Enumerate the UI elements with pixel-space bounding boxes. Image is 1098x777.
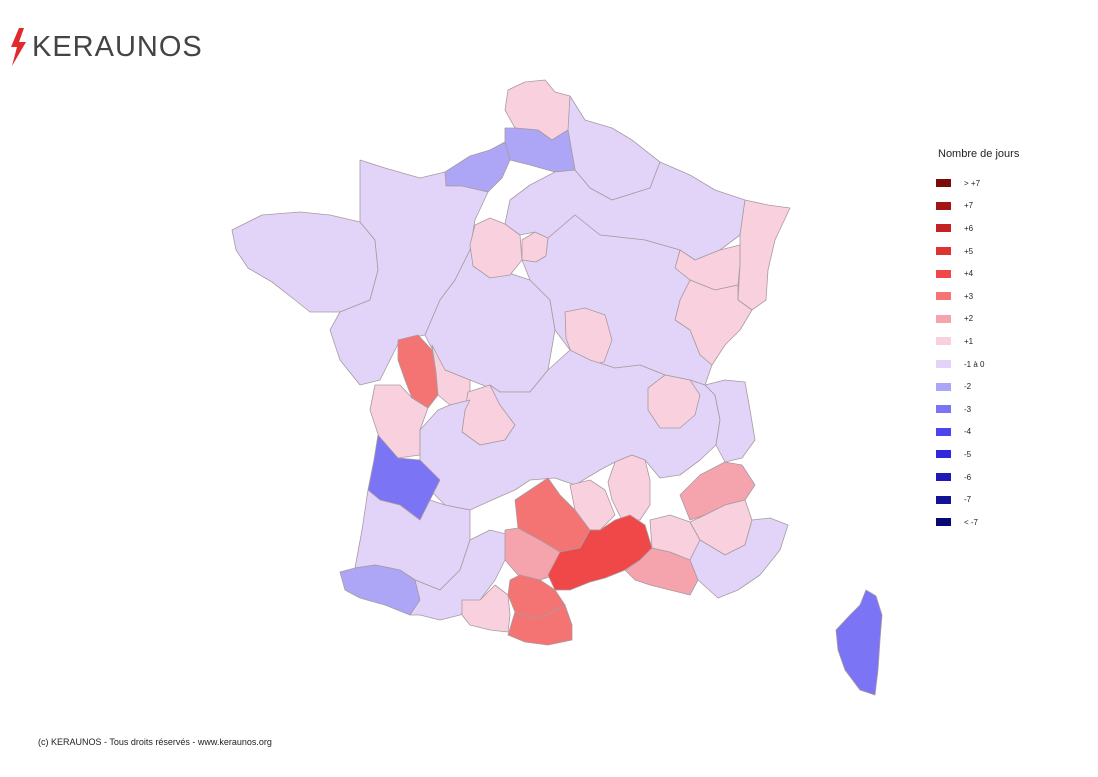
region-alsace xyxy=(737,199,791,311)
legend-label: +1 xyxy=(964,336,974,346)
region-picardie-nord xyxy=(504,127,576,173)
legend-label: > +7 xyxy=(964,178,981,188)
legend-swatch xyxy=(936,382,951,391)
legend-item: -7 xyxy=(936,488,1019,511)
legend-item: -6 xyxy=(936,466,1019,489)
legend-item: +3 xyxy=(936,285,1019,308)
region-ardeche xyxy=(607,454,651,521)
region-pyrenees-orientales xyxy=(507,604,573,646)
legend-item: -5 xyxy=(936,443,1019,466)
legend-swatch xyxy=(936,495,951,504)
region-bretagne xyxy=(231,211,379,313)
legend-label: < -7 xyxy=(964,517,979,527)
keraunos-logo: KERAUNOS xyxy=(8,28,203,66)
legend-swatch xyxy=(936,269,951,278)
legend-item: +2 xyxy=(936,308,1019,331)
legend-swatch xyxy=(936,405,951,414)
region-normandie-nord xyxy=(444,141,511,193)
legend-label: +4 xyxy=(964,269,974,279)
legend-label: -1 à 0 xyxy=(964,359,985,369)
legend-swatch xyxy=(936,337,951,346)
region-savoie xyxy=(704,379,756,463)
region-ile-de-france-ouest xyxy=(469,217,523,279)
legend-item: +5 xyxy=(936,240,1019,263)
region-nievre xyxy=(564,307,613,366)
legend-label: +5 xyxy=(964,246,974,256)
legend-items: > +7 +7 +6 +5 +4 +3 +2 +1 -1 à 0 -2 -3 -4 -5 -6 -7 < -7 xyxy=(936,172,1019,534)
region-deux-sevres xyxy=(397,334,439,409)
legend-label: -6 xyxy=(964,472,972,482)
legend-swatch xyxy=(936,179,951,188)
legend-swatch xyxy=(936,247,951,256)
region-corse xyxy=(835,589,883,696)
copyright-credit: (c) KERAUNOS - Tous droits réservés - ww… xyxy=(38,737,272,747)
legend-item: -4 xyxy=(936,421,1019,444)
legend: Nombre de jours > +7 +7 +6 +5 +4 +3 +2 +1 -1 à 0… xyxy=(936,148,1019,534)
legend-swatch xyxy=(936,292,951,301)
legend-label: -7 xyxy=(964,495,972,505)
legend-swatch xyxy=(936,518,951,527)
legend-label: -3 xyxy=(964,404,972,414)
legend-label: +2 xyxy=(964,314,974,324)
legend-item: +4 xyxy=(936,262,1019,285)
legend-label: +7 xyxy=(964,201,974,211)
legend-item: -2 xyxy=(936,375,1019,398)
legend-item: -3 xyxy=(936,398,1019,421)
legend-item: -1 à 0 xyxy=(936,353,1019,376)
legend-swatch xyxy=(936,224,951,233)
region-drome-isere xyxy=(679,461,756,521)
legend-swatch xyxy=(936,201,951,210)
region-gers-haute-garonne xyxy=(409,529,511,621)
legend-label: -5 xyxy=(964,449,972,459)
legend-item: < -7 xyxy=(936,511,1019,534)
legend-swatch xyxy=(936,360,951,369)
legend-label: +3 xyxy=(964,291,974,301)
legend-item: > +7 xyxy=(936,172,1019,195)
region-rhone xyxy=(647,374,701,429)
legend-swatch xyxy=(936,314,951,323)
legend-item: +1 xyxy=(936,330,1019,353)
legend-label: -2 xyxy=(964,382,972,392)
brand-name: KERAUNOS xyxy=(32,30,203,63)
legend-item: +6 xyxy=(936,217,1019,240)
legend-label: -4 xyxy=(964,427,972,437)
legend-swatch xyxy=(936,427,951,436)
legend-swatch xyxy=(936,473,951,482)
legend-item: +7 xyxy=(936,195,1019,218)
legend-swatch xyxy=(936,450,951,459)
legend-label: +6 xyxy=(964,223,974,233)
region-ariege xyxy=(461,584,511,633)
region-lozere xyxy=(569,479,616,531)
region-var-alpes-maritimes xyxy=(689,517,789,599)
region-herault-gard xyxy=(547,514,653,591)
legend-title: Nombre de jours xyxy=(938,148,1020,160)
lightning-bolt-icon xyxy=(11,28,26,66)
